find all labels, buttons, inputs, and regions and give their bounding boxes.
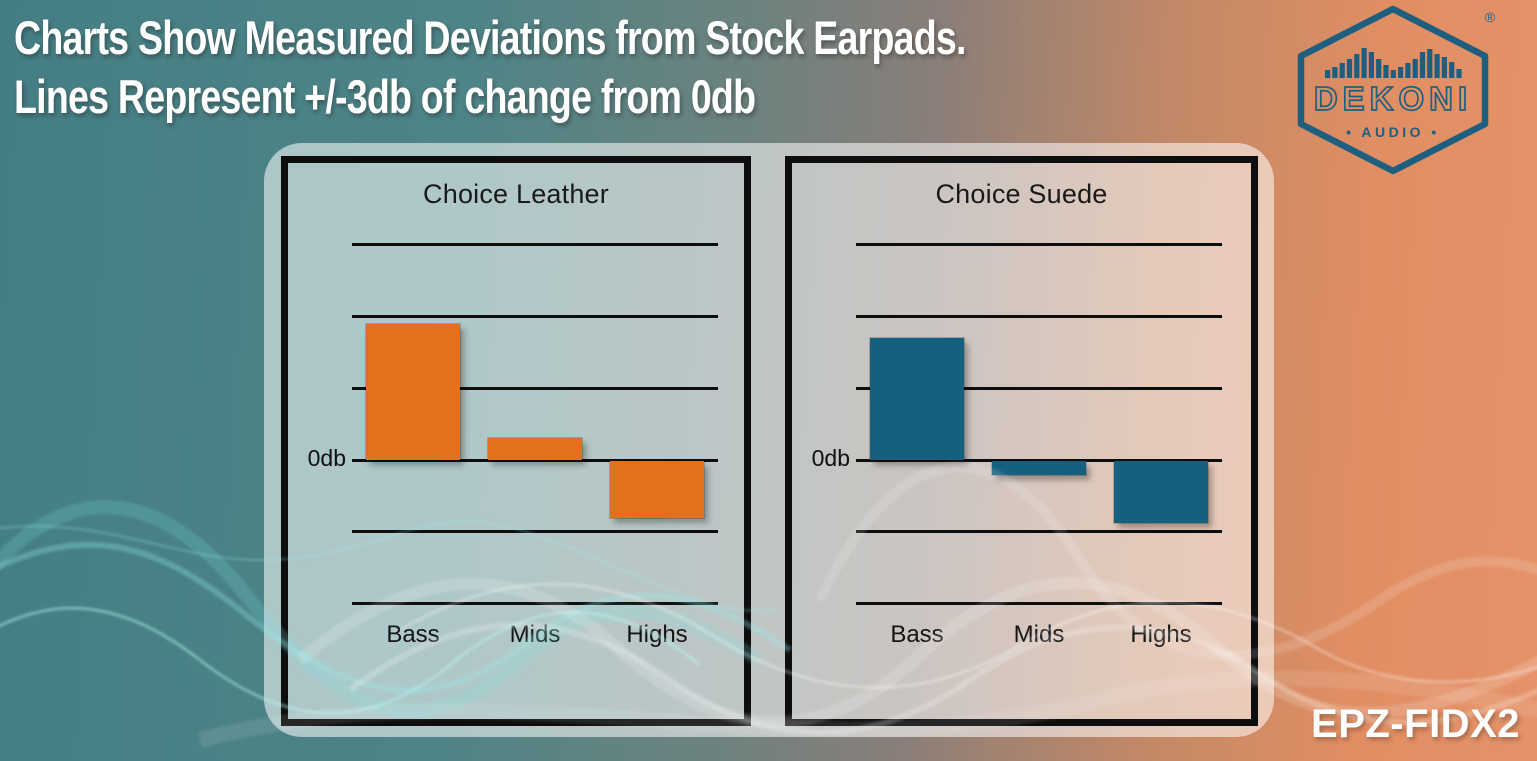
plot-area: 0db Bass Mids Highs	[792, 163, 1251, 719]
chart-choice-suede: Choice Suede 0db Bass Mids Highs	[785, 156, 1258, 726]
bar-mids	[991, 459, 1087, 477]
gridline	[352, 243, 718, 247]
gridline	[856, 315, 1222, 319]
gridline	[352, 315, 718, 319]
gridline	[352, 601, 718, 605]
header: Charts Show Measured Deviations from Sto…	[14, 8, 1204, 126]
logo-audio-text: • AUDIO •	[1346, 124, 1440, 140]
gridline	[856, 386, 1222, 390]
title-line-2: Lines Represent +/-3db of change from 0d…	[14, 70, 756, 123]
chart-choice-leather: Choice Leather 0db Bass Mids Highs	[281, 156, 751, 726]
equalizer-bars-icon	[1325, 48, 1462, 78]
bar-highs	[609, 459, 705, 520]
logo-hexagon	[1297, 5, 1489, 175]
product-code: EPZ-FIDX2	[1311, 702, 1520, 746]
zero-db-label: 0db	[811, 445, 850, 471]
gridline	[856, 243, 1222, 247]
x-axis-label-highs: Highs	[1130, 621, 1192, 648]
x-axis-label-highs: Highs	[626, 621, 688, 648]
title-line-1: Charts Show Measured Deviations from Sto…	[14, 11, 966, 64]
zero-db-gridline	[352, 458, 718, 462]
x-axis-label-mids: Mids	[1013, 621, 1065, 648]
gridline	[352, 530, 718, 534]
dekoni-audio-logo: DEKONI • AUDIO • ®	[1297, 5, 1496, 175]
x-axis-label-mids: Mids	[509, 621, 561, 648]
bar-mids	[487, 437, 583, 461]
zero-db-gridline	[856, 458, 1222, 462]
gridline	[856, 530, 1222, 534]
bar-bass	[869, 337, 965, 461]
chart-title: Choice Suede	[935, 179, 1108, 209]
bar-bass	[365, 322, 461, 461]
gridline	[352, 386, 718, 390]
zero-db-label: 0db	[307, 445, 346, 471]
gridline	[856, 601, 1222, 605]
plot-area: 0db Bass Mids Highs	[288, 163, 744, 719]
x-axis-label-bass: Bass	[890, 621, 944, 648]
x-axis-label-bass: Bass	[386, 621, 440, 648]
registered-trademark-symbol: ®	[1485, 9, 1496, 25]
chart-title: Choice Leather	[423, 179, 609, 209]
bar-highs	[1113, 459, 1209, 525]
logo-brand-text: DEKONI	[1314, 80, 1472, 117]
